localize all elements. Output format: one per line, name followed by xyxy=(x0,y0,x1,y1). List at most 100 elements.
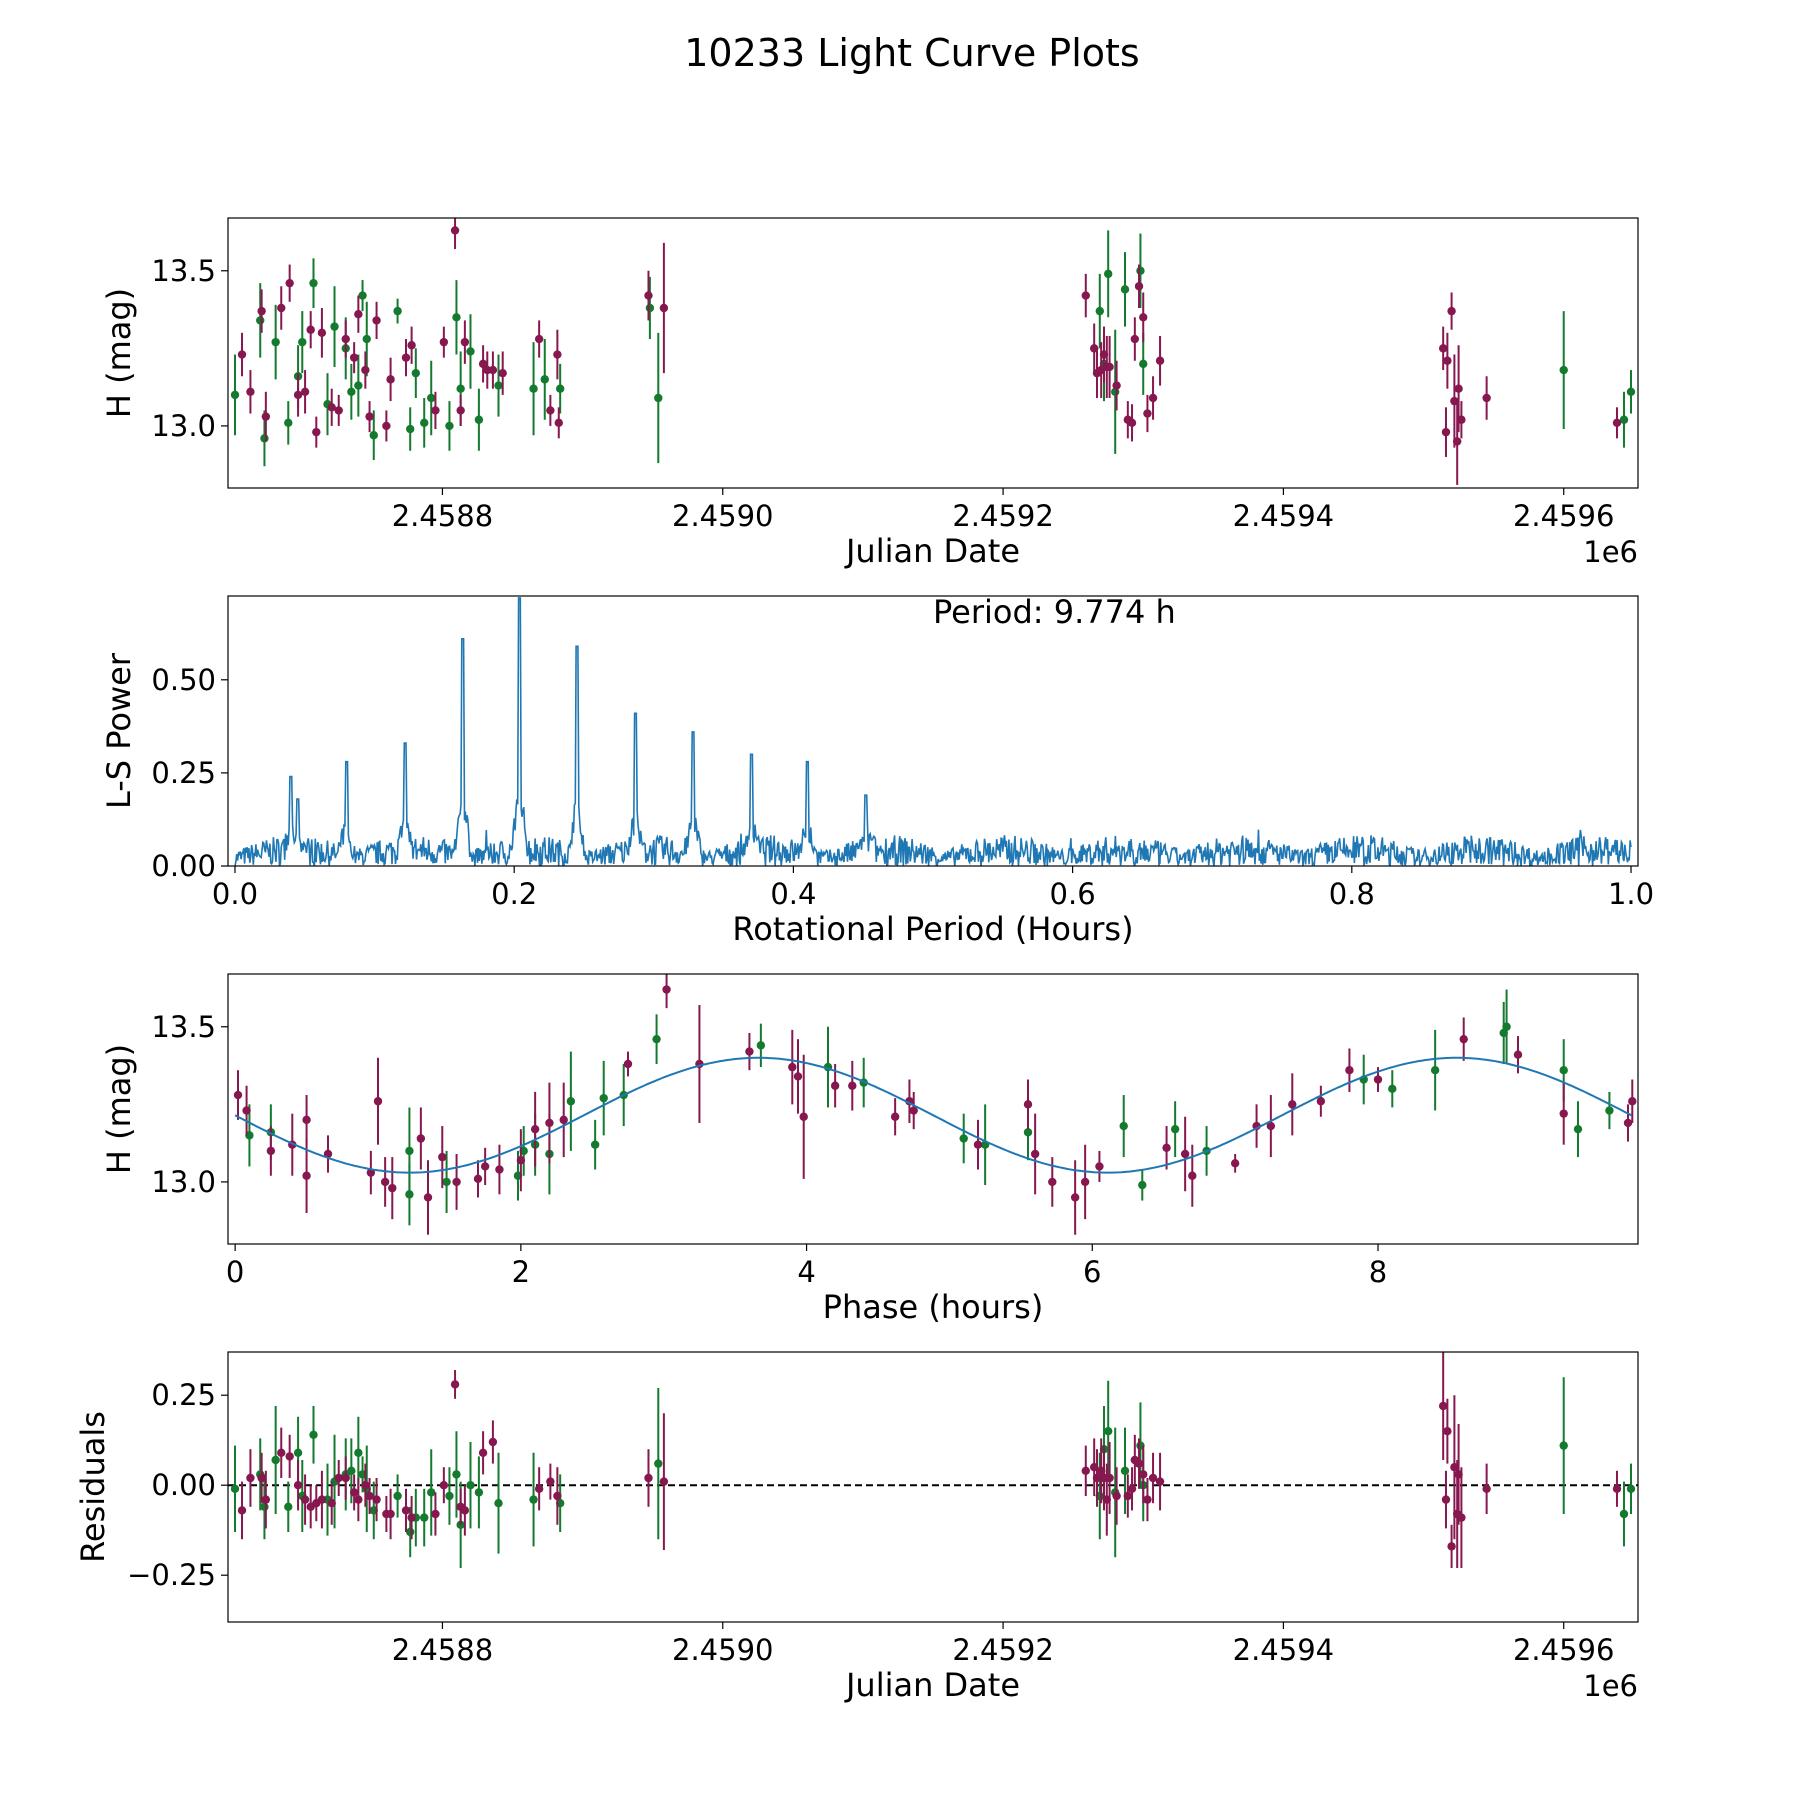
lightcurve-panel: 2.4588 2.4590 2.4592 2.4594 2.4596 13.0 13.5 J… xyxy=(100,217,1639,570)
maroon-point xyxy=(1112,381,1121,390)
green-point xyxy=(1559,365,1568,375)
green-point xyxy=(456,384,465,393)
maroon-point xyxy=(1438,1401,1448,1411)
lightcurve-offset-label: 1e6 xyxy=(1583,535,1638,569)
green-point xyxy=(1626,1484,1636,1494)
maroon-point xyxy=(261,412,271,421)
maroon-point xyxy=(365,412,374,421)
residuals-frame xyxy=(227,1351,1639,1623)
green-point xyxy=(393,1491,402,1501)
periodogram-ylabel: L-S Power xyxy=(100,652,138,809)
maroon-point xyxy=(1628,1097,1637,1106)
maroon-point xyxy=(266,1146,276,1156)
maroon-point xyxy=(1162,1143,1171,1152)
green-point xyxy=(293,1448,303,1458)
x-tick-label: 6 xyxy=(1083,1255,1101,1289)
green-point xyxy=(654,1459,663,1468)
green-point xyxy=(411,368,421,378)
green-point xyxy=(1095,306,1104,316)
y-tick-label: 0.00 xyxy=(151,849,216,883)
maroon-point xyxy=(559,1115,568,1125)
maroon-point xyxy=(1155,356,1165,365)
green-point xyxy=(309,1430,318,1440)
x-tick-label: 0.4 xyxy=(770,877,816,911)
maroon-point xyxy=(530,1124,540,1134)
green-point xyxy=(354,381,363,390)
maroon-point xyxy=(488,1437,498,1447)
maroon-point xyxy=(830,1081,840,1090)
maroon-point xyxy=(361,365,370,375)
maroon-point xyxy=(341,1473,350,1483)
green-point xyxy=(555,384,565,393)
green-point xyxy=(474,1488,484,1497)
maroon-point xyxy=(1080,1177,1090,1187)
maroon-point xyxy=(553,350,562,359)
x-tick-label: 2.4596 xyxy=(1513,1633,1614,1667)
maroon-point xyxy=(1081,291,1090,300)
green-point xyxy=(369,431,378,440)
maroon-point xyxy=(1070,1193,1080,1202)
maroon-point xyxy=(285,278,294,288)
green-point xyxy=(420,418,429,428)
maroon-point xyxy=(257,306,266,316)
green-point xyxy=(256,316,265,325)
maroon-point xyxy=(662,985,671,994)
period-annotation: Period: 9.774 h xyxy=(933,593,1176,631)
maroon-point xyxy=(341,334,350,344)
green-point xyxy=(1119,1121,1128,1131)
periodogram-plot-area xyxy=(234,597,1632,866)
maroon-point xyxy=(450,226,460,235)
y-tick-label: 0.00 xyxy=(151,1468,216,1502)
maroon-point xyxy=(246,1473,255,1483)
maroon-point xyxy=(416,1134,426,1143)
maroon-point xyxy=(1123,1491,1133,1501)
maroon-point xyxy=(546,1477,555,1486)
y-tick-label: 13.5 xyxy=(151,254,216,288)
x-tick-label: 4 xyxy=(797,1255,815,1289)
maroon-point xyxy=(293,390,303,400)
periodogram-frame xyxy=(227,595,1639,867)
maroon-point xyxy=(788,1062,797,1072)
green-point xyxy=(427,393,436,403)
maroon-point xyxy=(407,341,416,350)
maroon-point xyxy=(890,1112,900,1121)
green-point xyxy=(271,1455,280,1465)
green-point xyxy=(494,1499,503,1508)
maroon-point xyxy=(659,1477,669,1486)
residuals-offset-label: 1e6 xyxy=(1583,1669,1638,1703)
maroon-point xyxy=(277,303,286,313)
green-point xyxy=(406,1527,415,1537)
lightcurve-xlabel: Julian Date xyxy=(844,532,1020,570)
figure-title: 10233 Light Curve Plots xyxy=(684,31,1139,75)
maroon-point xyxy=(1134,282,1144,291)
maroon-point xyxy=(1454,384,1463,393)
maroon-point xyxy=(623,1059,633,1069)
green-point xyxy=(406,424,415,434)
green-point xyxy=(445,1491,454,1501)
maroon-point xyxy=(973,1140,983,1149)
periodogram-ticks: 0.0 0.2 0.4 0.6 0.8 1.0 0.00 0.25 0.50 xyxy=(151,663,1654,911)
maroon-point xyxy=(480,1162,490,1171)
maroon-point xyxy=(546,406,555,415)
lightcurve-frame xyxy=(227,217,1639,489)
maroon-point xyxy=(1345,1066,1354,1075)
maroon-point xyxy=(257,1473,266,1483)
green-point xyxy=(1139,359,1148,369)
green-point xyxy=(599,1093,608,1103)
maroon-point xyxy=(554,418,563,428)
maroon-point xyxy=(300,1495,310,1504)
maroon-point xyxy=(1447,1542,1456,1551)
green-point xyxy=(271,337,280,347)
green-point xyxy=(1023,1128,1033,1137)
green-point xyxy=(1103,1427,1113,1436)
x-tick-label: 2.4596 xyxy=(1513,499,1614,533)
maroon-point xyxy=(1188,1171,1197,1180)
maroon-point xyxy=(1095,1162,1104,1171)
x-tick-label: 2.4594 xyxy=(1233,499,1334,533)
maroon-point xyxy=(534,1484,544,1494)
lightcurve-ticks: 2.4588 2.4590 2.4592 2.4594 2.4596 13.0 13.5 xyxy=(151,254,1614,533)
maroon-point xyxy=(327,403,336,412)
green-point xyxy=(442,1177,451,1187)
maroon-point xyxy=(848,1081,857,1090)
maroon-point xyxy=(302,1115,311,1125)
